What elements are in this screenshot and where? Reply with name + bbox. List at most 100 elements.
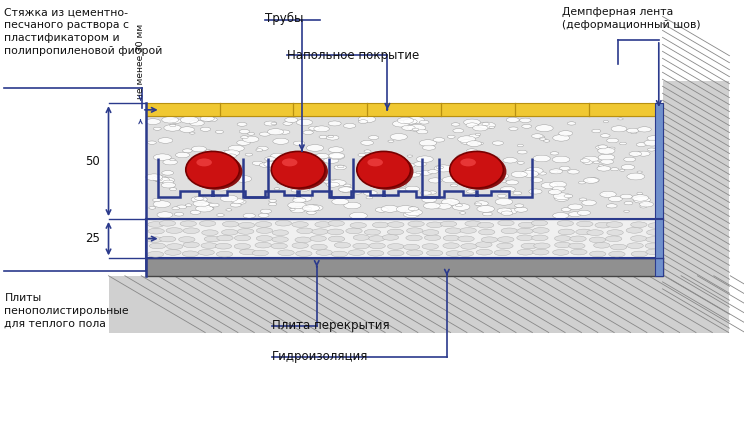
Ellipse shape (463, 119, 481, 126)
Ellipse shape (323, 158, 339, 163)
Ellipse shape (598, 145, 608, 148)
Ellipse shape (268, 202, 277, 206)
Ellipse shape (606, 222, 623, 227)
Ellipse shape (624, 201, 633, 205)
Ellipse shape (271, 123, 276, 124)
Ellipse shape (629, 152, 641, 156)
Ellipse shape (498, 220, 514, 226)
Ellipse shape (525, 167, 543, 174)
Ellipse shape (640, 205, 647, 208)
Ellipse shape (295, 237, 311, 243)
Ellipse shape (405, 186, 419, 192)
Ellipse shape (264, 121, 277, 126)
Ellipse shape (191, 196, 207, 202)
Ellipse shape (627, 128, 639, 133)
Ellipse shape (483, 212, 492, 216)
Ellipse shape (166, 244, 183, 249)
Ellipse shape (317, 154, 325, 157)
Ellipse shape (343, 184, 351, 187)
Ellipse shape (436, 166, 443, 169)
Ellipse shape (419, 120, 429, 124)
Ellipse shape (600, 134, 610, 138)
Ellipse shape (221, 195, 238, 202)
Ellipse shape (561, 208, 571, 212)
Ellipse shape (519, 118, 531, 123)
Ellipse shape (306, 145, 324, 151)
Ellipse shape (422, 145, 436, 150)
Ellipse shape (179, 237, 195, 242)
Ellipse shape (326, 182, 340, 187)
Ellipse shape (587, 178, 600, 182)
Ellipse shape (241, 136, 248, 139)
Ellipse shape (451, 184, 457, 187)
Ellipse shape (191, 146, 206, 152)
Ellipse shape (267, 129, 284, 135)
Text: Плита перекрытия: Плита перекрытия (272, 319, 390, 332)
Ellipse shape (428, 178, 442, 183)
Ellipse shape (325, 180, 340, 185)
Ellipse shape (163, 159, 177, 165)
Ellipse shape (315, 153, 329, 159)
Ellipse shape (330, 180, 346, 186)
Ellipse shape (247, 132, 255, 135)
Ellipse shape (291, 207, 305, 213)
Ellipse shape (255, 242, 271, 248)
Ellipse shape (476, 249, 492, 255)
Ellipse shape (202, 203, 215, 208)
Ellipse shape (153, 201, 171, 208)
Ellipse shape (452, 204, 470, 210)
Ellipse shape (364, 191, 377, 196)
Ellipse shape (476, 163, 492, 170)
Ellipse shape (188, 175, 206, 181)
Ellipse shape (610, 244, 627, 250)
Ellipse shape (606, 236, 622, 242)
Ellipse shape (292, 222, 308, 227)
Ellipse shape (163, 180, 174, 184)
Ellipse shape (148, 228, 165, 234)
Ellipse shape (465, 221, 481, 226)
Ellipse shape (453, 153, 507, 190)
Ellipse shape (593, 161, 600, 163)
Ellipse shape (631, 251, 647, 257)
Ellipse shape (157, 212, 173, 218)
Ellipse shape (269, 199, 276, 202)
Ellipse shape (350, 223, 367, 228)
Ellipse shape (517, 162, 524, 164)
Ellipse shape (408, 172, 421, 177)
Ellipse shape (646, 249, 662, 255)
Ellipse shape (187, 166, 198, 170)
Ellipse shape (323, 180, 332, 183)
Ellipse shape (620, 194, 633, 199)
Ellipse shape (644, 140, 660, 146)
Ellipse shape (457, 251, 474, 256)
Ellipse shape (239, 130, 250, 134)
Ellipse shape (243, 213, 256, 218)
Ellipse shape (172, 207, 180, 210)
Ellipse shape (501, 211, 513, 215)
Ellipse shape (194, 197, 204, 200)
Ellipse shape (285, 117, 298, 123)
Ellipse shape (235, 235, 251, 241)
Ellipse shape (165, 250, 181, 255)
Ellipse shape (501, 187, 516, 192)
Ellipse shape (404, 244, 419, 250)
Ellipse shape (217, 214, 224, 216)
Ellipse shape (183, 228, 200, 233)
Ellipse shape (419, 140, 437, 146)
Ellipse shape (338, 187, 352, 192)
Ellipse shape (343, 124, 356, 128)
Ellipse shape (196, 205, 213, 212)
Ellipse shape (595, 223, 612, 228)
Ellipse shape (517, 145, 524, 147)
Ellipse shape (329, 153, 345, 159)
Ellipse shape (153, 178, 162, 181)
Ellipse shape (283, 122, 292, 125)
Ellipse shape (404, 212, 419, 218)
Ellipse shape (443, 235, 460, 241)
Ellipse shape (446, 251, 463, 256)
Ellipse shape (303, 131, 314, 134)
Ellipse shape (369, 243, 385, 249)
Ellipse shape (264, 161, 279, 167)
Ellipse shape (230, 203, 241, 207)
Ellipse shape (447, 135, 455, 138)
